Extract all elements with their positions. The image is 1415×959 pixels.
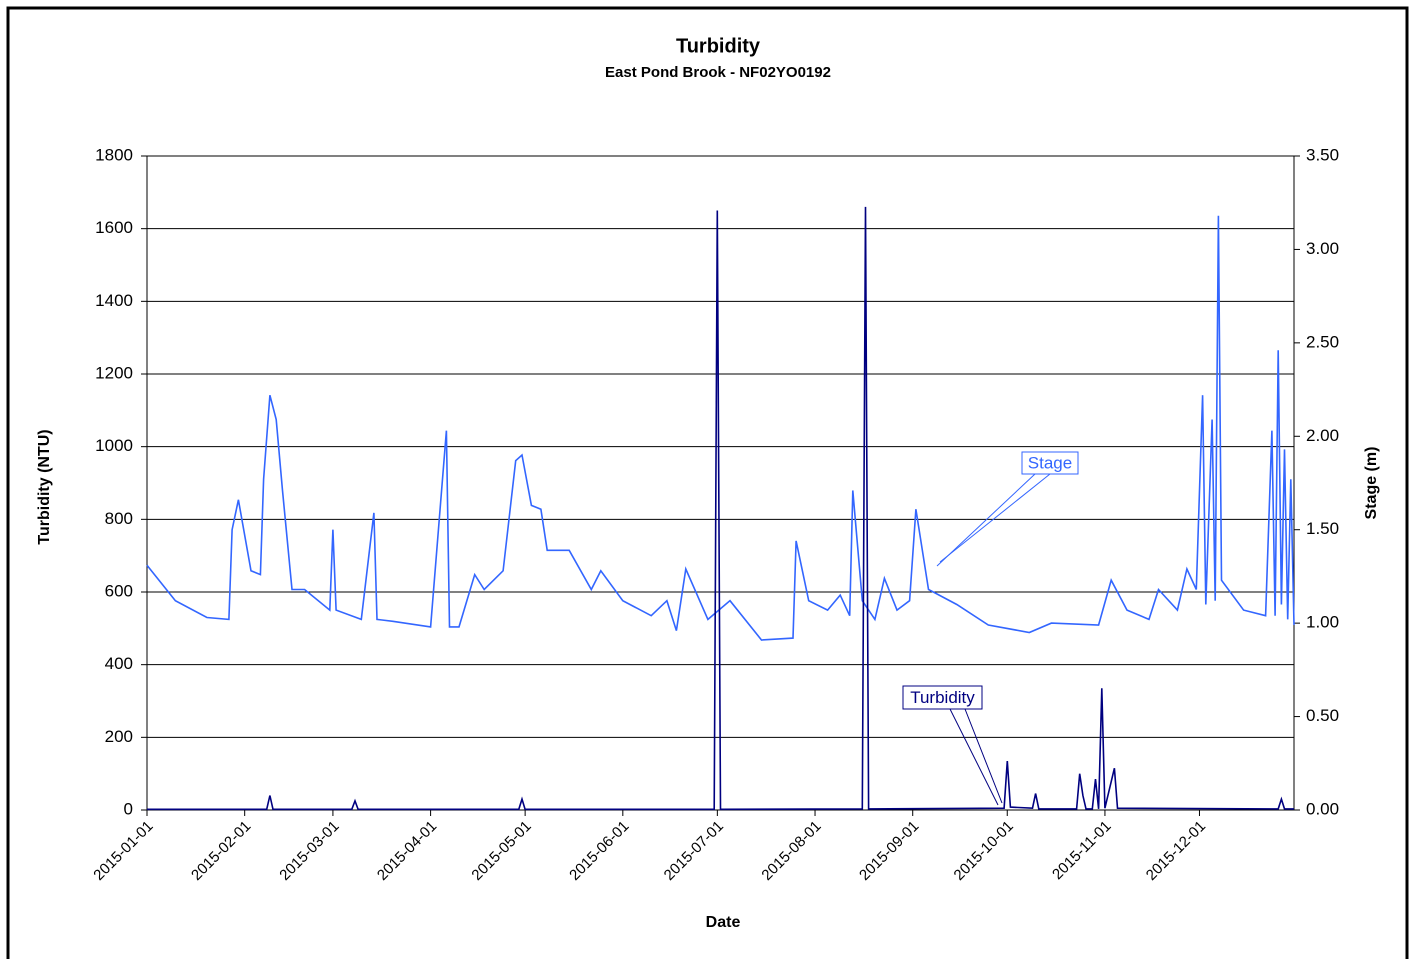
y-tick-label: 200 — [105, 727, 133, 746]
y-tick-label: 1400 — [95, 291, 133, 310]
x-tick-label: 2015-02-01 — [188, 818, 254, 884]
y-tick-label: 1000 — [95, 436, 133, 455]
x-tick-label: 2015-03-01 — [276, 818, 342, 884]
y2-tick-label: 3.50 — [1306, 145, 1339, 164]
annotation-leader — [949, 708, 999, 806]
annotation: Stage — [1028, 453, 1072, 472]
y2-tick-label: 1.50 — [1306, 519, 1339, 538]
y-tick-label: 0 — [124, 799, 133, 818]
x-tick-label: 2015-09-01 — [856, 818, 922, 884]
y2-axis-label: Stage (m) — [1363, 447, 1380, 520]
y-tick-label: 1800 — [95, 145, 133, 164]
annotation-box — [1021, 451, 1079, 475]
x-tick-label: 2015-11-01 — [1049, 818, 1114, 883]
x-tick-label: 2015-06-01 — [566, 818, 632, 884]
y-tick-label: 800 — [105, 509, 133, 528]
annotation-box — [902, 685, 983, 710]
x-axis-label: Date — [706, 914, 741, 931]
x-tick-label: 2015-12-01 — [1143, 818, 1209, 884]
y2-tick-label: 1.00 — [1306, 613, 1339, 632]
chart-subtitle: East Pond Brook - NF02YO0192 — [605, 64, 831, 81]
y2-tick-label: 0.00 — [1306, 799, 1339, 818]
x-tick-label: 2015-08-01 — [758, 818, 824, 884]
line-series — [146, 215, 1295, 641]
annotation-leader — [939, 473, 1051, 563]
y2-tick-label: 0.50 — [1306, 706, 1339, 725]
y-axis-label: Turbidity (NTU) — [36, 429, 53, 544]
annotation: Turbidity — [910, 688, 975, 707]
y2-tick-label: 2.00 — [1306, 426, 1339, 445]
y2-tick-label: 2.50 — [1306, 332, 1339, 351]
annotation-leader — [936, 473, 1036, 567]
y-tick-label: 1600 — [95, 218, 133, 237]
chart-title: Turbidity — [676, 35, 761, 57]
frame — [6, 6, 1409, 959]
x-tick-label: 2015-10-01 — [951, 818, 1017, 884]
x-tick-label: 2015-07-01 — [661, 818, 727, 884]
y-tick-label: 1200 — [95, 363, 133, 382]
annotation-leader — [964, 708, 1003, 804]
line-series — [147, 206, 1294, 811]
y2-tick-label: 3.00 — [1306, 239, 1339, 258]
x-tick-label: 2015-05-01 — [468, 818, 534, 884]
x-tick-label: 2015-04-01 — [374, 818, 440, 884]
y-tick-label: 400 — [105, 654, 133, 673]
y-tick-label: 600 — [105, 581, 133, 600]
x-tick-label: 2015-01-01 — [90, 818, 156, 884]
